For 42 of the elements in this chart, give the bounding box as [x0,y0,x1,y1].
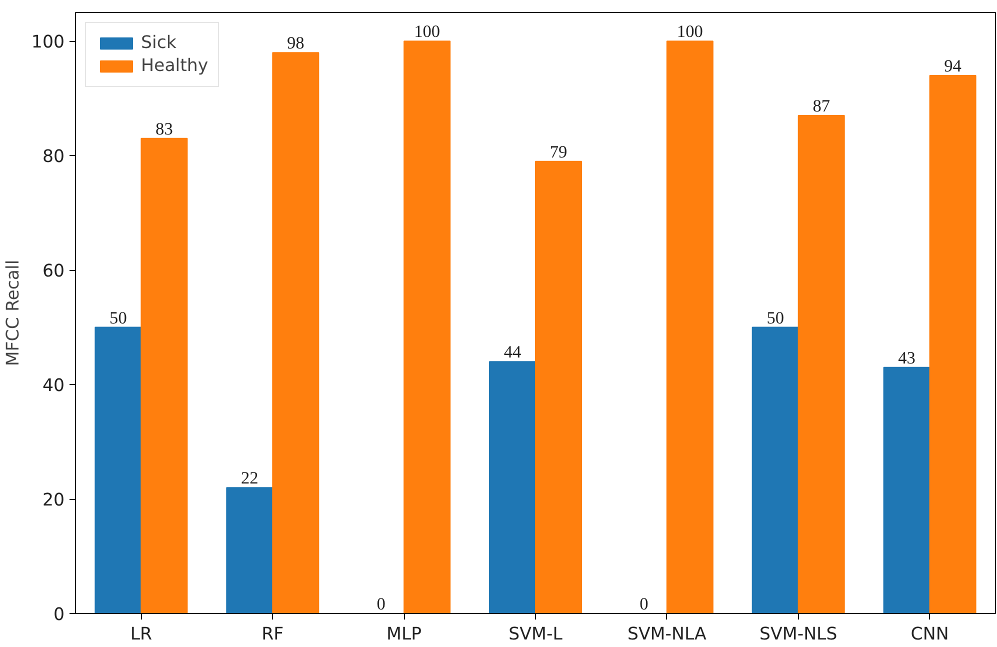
data-label: 0 [376,594,386,614]
x-tick-label: SVM-L [508,624,563,644]
bar [798,115,845,614]
x-tick-label: CNN [910,624,949,644]
x-tick-label: LR [130,624,152,644]
bar [140,138,188,614]
x-tick-label: SVM-NLS [760,624,838,644]
bar [883,366,930,614]
bar [404,40,451,614]
data-label: 94 [944,56,962,76]
y-tick-label: 20 [42,490,65,511]
y-tick-label: 60 [42,262,65,282]
bar [272,52,320,614]
data-label: 87 [812,96,830,116]
bar [929,74,976,614]
bar [666,40,714,614]
bar [489,361,536,614]
x-tick-label: MLP [386,624,422,644]
data-label: 83 [156,119,173,138]
y-tick-label: 100 [31,32,65,53]
data-label: 100 [414,22,440,42]
y-tick-label: 0 [53,605,65,625]
x-tick-label: SVM-NLA [627,624,707,644]
data-label: 100 [676,22,703,42]
bar [94,326,142,614]
data-label: 98 [286,34,304,53]
y-axis-title: MFCC Recall [3,260,24,366]
bar [226,487,274,614]
bar [752,326,799,614]
data-label: 79 [550,142,568,162]
y-tick-label: 80 [42,147,65,168]
data-label: 43 [898,348,916,368]
data-label: 44 [504,342,522,362]
bar [535,160,582,614]
legend-label: Sick [141,33,176,53]
data-label: 50 [110,308,127,328]
data-label: 22 [240,468,258,488]
x-tick-label: RF [262,624,284,644]
data-label: 0 [640,594,648,614]
data-label: 50 [766,308,784,328]
y-tick-label: 40 [42,376,65,396]
legend-label: Healthy [141,56,208,76]
